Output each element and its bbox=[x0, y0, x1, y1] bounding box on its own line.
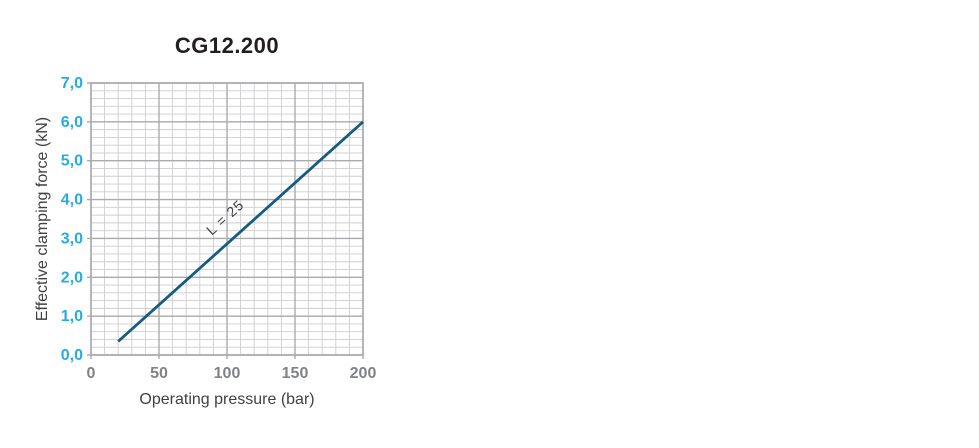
y-tick-label: 0,0 bbox=[61, 347, 83, 364]
y-tick-label: 1,0 bbox=[61, 308, 83, 325]
x-tick-label: 100 bbox=[214, 365, 241, 382]
x-axis-title: Operating pressure (bar) bbox=[139, 391, 314, 408]
y-tick-label: 4,0 bbox=[61, 192, 83, 209]
x-tick-label: 200 bbox=[350, 365, 377, 382]
plot-border bbox=[90, 82, 364, 356]
tick-label-layer: 0 50 100 150 200 0,0 1,0 2,0 3,0 4,0 5,0 6,0 7,0 bbox=[61, 75, 377, 382]
x-tick-label: 0 bbox=[87, 365, 96, 382]
y-axis-title: Effective clamping force (kN) bbox=[34, 117, 51, 321]
x-tick-label: 50 bbox=[150, 365, 168, 382]
y-tick-label: 2,0 bbox=[61, 269, 83, 286]
plot-border-layer bbox=[87, 82, 364, 359]
y-tick-label: 7,0 bbox=[61, 75, 83, 92]
chart-title: CG12.200 bbox=[174, 33, 280, 58]
y-tick-label: 3,0 bbox=[61, 230, 83, 247]
y-tick-label: 6,0 bbox=[61, 114, 83, 131]
y-tick-label: 5,0 bbox=[61, 153, 83, 170]
series-line bbox=[117, 120, 364, 343]
x-tick-label: 150 bbox=[282, 365, 309, 382]
series-layer bbox=[117, 120, 364, 343]
